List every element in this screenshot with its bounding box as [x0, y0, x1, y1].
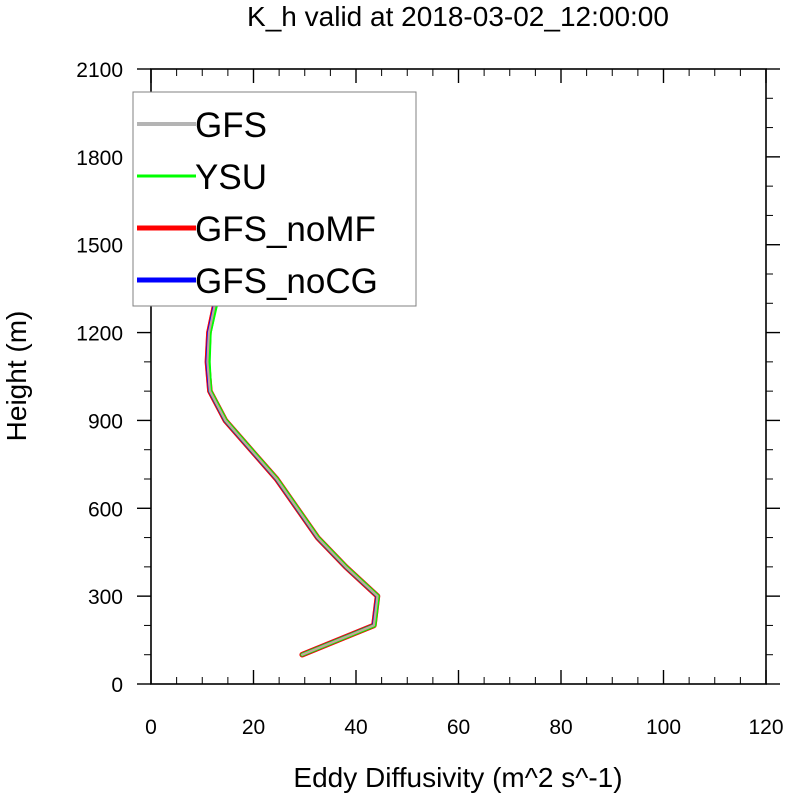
x-tick-label: 0 [145, 716, 157, 739]
y-tick-label: 1800 [76, 147, 123, 170]
legend-label-gfs-nocg: GFS_noCG [195, 262, 378, 301]
x-axis-ticks [150, 69, 767, 684]
x-tick-label: 80 [549, 716, 572, 739]
x-axis-label: Eddy Diffusivity (m^2 s^-1) [293, 762, 622, 793]
legend-label-gfs-nomf: GFS_noMF [195, 210, 376, 249]
legend-label-ysu: YSU [195, 158, 267, 197]
y-tick-label: 900 [88, 410, 123, 433]
x-tick-label: 60 [447, 716, 470, 739]
y-tick-label: 300 [88, 586, 123, 609]
legend: GFS YSU GFS_noMF GFS_noCG [132, 91, 417, 307]
x-tick-label: 20 [242, 716, 265, 739]
y-tick-label: 2100 [76, 59, 123, 82]
x-tick-label: 40 [344, 716, 367, 739]
y-axis-tick-labels: 0 300 600 900 1200 1500 1800 2100 [76, 59, 123, 697]
y-axis-label: Height (m) [1, 311, 32, 442]
y-tick-label: 0 [111, 674, 123, 697]
legend-box [132, 91, 417, 307]
legend-label-gfs: GFS [195, 106, 267, 145]
y-tick-label: 1500 [76, 235, 123, 258]
x-tick-label: 100 [646, 716, 681, 739]
chart-title: K_h valid at 2018-03-02_12:00:00 [247, 1, 669, 32]
y-tick-label: 600 [88, 498, 123, 521]
y-tick-label: 1200 [76, 323, 123, 346]
x-tick-label: 120 [748, 716, 783, 739]
x-axis-tick-labels: 0 20 40 60 80 100 120 [145, 716, 783, 739]
